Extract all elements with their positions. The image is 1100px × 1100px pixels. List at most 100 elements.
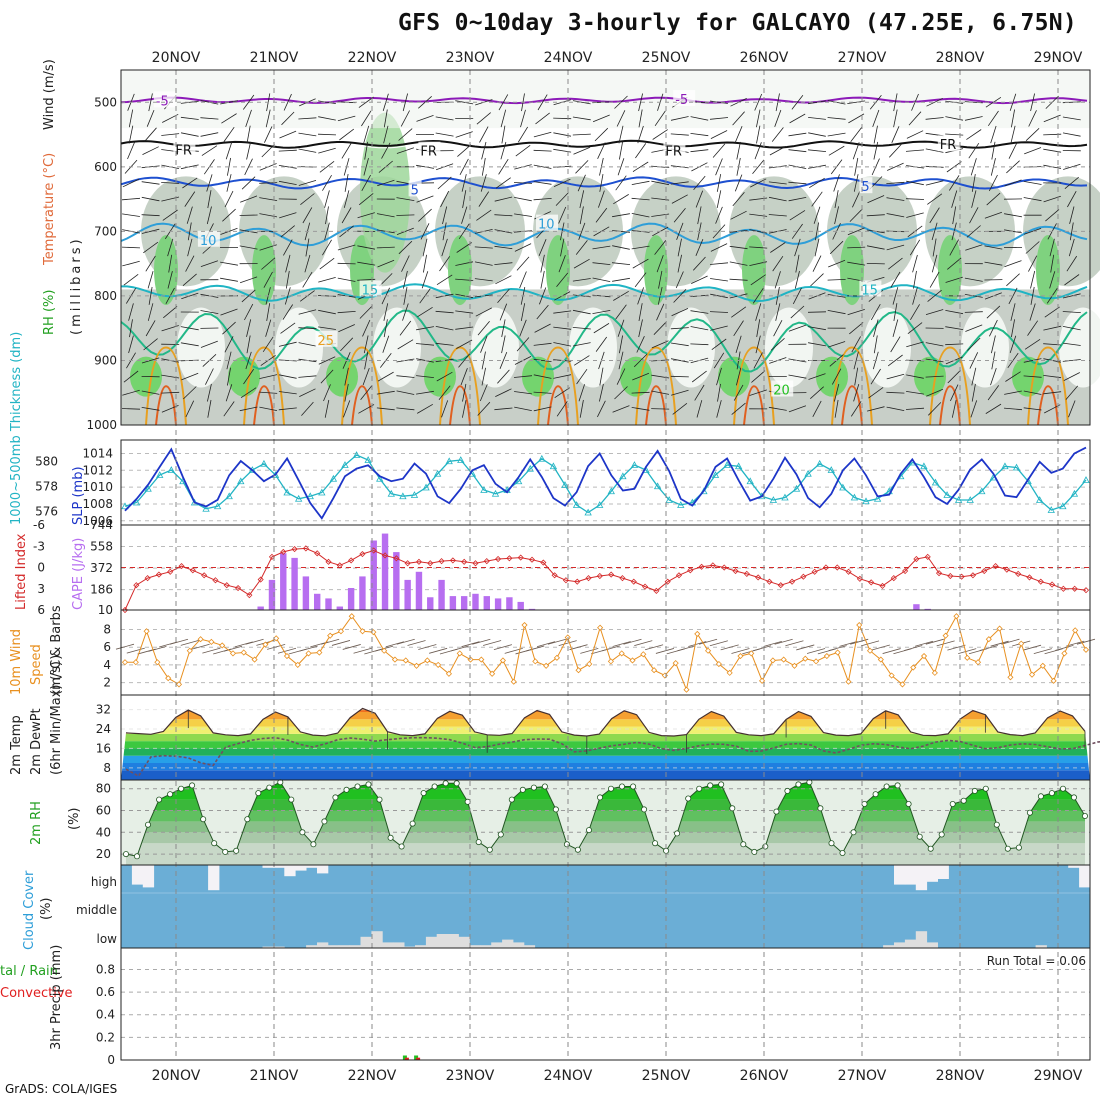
wind10-point xyxy=(985,636,992,643)
wind10-point xyxy=(165,675,172,682)
rh-point xyxy=(729,805,736,812)
li-point xyxy=(302,545,309,552)
upper-wind-barb xyxy=(383,319,388,338)
upper-wind-barb xyxy=(1023,358,1042,363)
temp-band xyxy=(121,763,1090,771)
rh-label: RH (%) xyxy=(42,290,57,335)
wind10-point xyxy=(316,649,323,656)
upper-wind-barb xyxy=(809,177,825,189)
upper-wind-barb xyxy=(736,141,741,160)
upper-wind-barb xyxy=(122,213,140,217)
li-label: Lifted Index xyxy=(14,533,29,610)
contour-30 xyxy=(841,385,863,426)
cloud-bar-low xyxy=(382,942,394,948)
upper-wind-barb xyxy=(435,342,454,346)
upper-wind-barb xyxy=(1068,400,1076,418)
wind10-point xyxy=(942,632,949,639)
upper-wind-barb xyxy=(318,147,336,154)
contour-30 xyxy=(1037,385,1059,426)
li-point xyxy=(167,568,174,575)
upper-wind-barb xyxy=(1004,390,1022,395)
contour-25 xyxy=(243,346,285,426)
upper-wind-barb xyxy=(925,375,944,378)
upper-wind-barb xyxy=(925,342,944,347)
upper-wind-barb xyxy=(383,303,389,321)
upper-wind-barb xyxy=(1027,320,1039,336)
upper-wind-barb xyxy=(968,142,980,159)
cloud-group: high middle low xyxy=(76,865,1091,948)
upper-wind-barb xyxy=(1069,206,1075,224)
upper-wind-barb xyxy=(931,254,938,273)
upper-wind-barb xyxy=(927,289,942,302)
wind10-point xyxy=(1018,640,1025,647)
upper-wind-barb xyxy=(593,323,610,334)
upper-wind-barb xyxy=(712,224,726,239)
grads-credit: GrADS: COLA/IGES xyxy=(5,1082,118,1096)
upper-wind-barb xyxy=(399,320,412,336)
upper-wind-barb xyxy=(363,157,369,176)
upper-wind-barb xyxy=(398,128,413,141)
upper-wind-barb xyxy=(1062,359,1081,362)
wind10-barb xyxy=(245,638,264,645)
upper-wind-barb xyxy=(592,245,611,250)
upper-wind-barb xyxy=(283,239,293,256)
upper-wind-barb xyxy=(812,400,822,417)
rh-point xyxy=(927,845,934,852)
upper-wind-barb xyxy=(1062,132,1081,137)
upper-wind-barb xyxy=(168,254,173,273)
cloud-bar-high xyxy=(273,865,285,868)
wind10-barb xyxy=(720,644,739,651)
thickness-point xyxy=(781,493,789,501)
upper-wind-barb xyxy=(302,271,313,288)
upper-wind-barb xyxy=(807,311,827,313)
upper-wind-barb xyxy=(636,336,645,353)
upper-wind-barb xyxy=(964,294,983,298)
upper-wind-barb xyxy=(533,391,552,394)
thickness-point xyxy=(341,461,349,468)
upper-wind-barb xyxy=(535,112,550,125)
date-tick-bottom: 26NOV xyxy=(740,1068,789,1084)
thickness-point xyxy=(318,488,326,496)
li-tick-label: 3 xyxy=(37,582,45,596)
upper-wind-barb xyxy=(1024,147,1042,155)
wind10-barb xyxy=(472,638,491,645)
upper-wind-barb xyxy=(952,206,957,225)
cloud-bar-low xyxy=(1035,945,1047,948)
upper-wind-barb xyxy=(240,195,258,203)
upper-wind-barb xyxy=(638,303,643,321)
upper-wind-barb xyxy=(751,370,766,383)
upper-wind-barb xyxy=(892,287,899,305)
upper-wind-barb xyxy=(187,238,193,257)
upper-wind-barb xyxy=(304,254,311,273)
upper-wind-barb xyxy=(282,304,294,320)
upper-wind-barb xyxy=(284,287,291,305)
rh-moist-cell xyxy=(252,235,276,306)
wind10-point xyxy=(834,649,841,656)
upper-wind-barb xyxy=(969,352,979,369)
precip-tick-label: 0.2 xyxy=(96,1030,115,1044)
upper-wind-barb xyxy=(324,399,330,418)
upper-wind-barb xyxy=(788,149,807,153)
upper-wind-barb xyxy=(1023,375,1042,378)
upper-wind-barb xyxy=(123,370,139,383)
thickness-labels: 1000~500mb Thickness (dm) SLP (mb) xyxy=(9,332,86,525)
upper-wind-barb xyxy=(201,145,218,156)
li-point xyxy=(1003,566,1010,573)
wind10-barb xyxy=(806,648,826,654)
upper-wind-barb xyxy=(729,278,748,281)
contour-25 xyxy=(635,346,677,426)
upper-wind-barb xyxy=(222,208,236,222)
wind10-barb xyxy=(580,648,599,654)
upper-wind-barb xyxy=(439,256,451,272)
upper-wind-barb xyxy=(833,174,840,192)
upper-wind-barb xyxy=(207,383,212,402)
upper-wind-barb xyxy=(928,402,942,416)
upper-wind-barb xyxy=(1004,179,1022,187)
upper-wind-barb xyxy=(298,342,317,347)
upper-wind-barb xyxy=(259,406,278,411)
upper-wind-barb xyxy=(891,126,900,143)
date-tick-top: 24NOV xyxy=(544,50,593,66)
rh-moist-cell xyxy=(840,235,864,306)
thickness-point xyxy=(237,477,245,485)
rh-point xyxy=(993,821,1000,828)
